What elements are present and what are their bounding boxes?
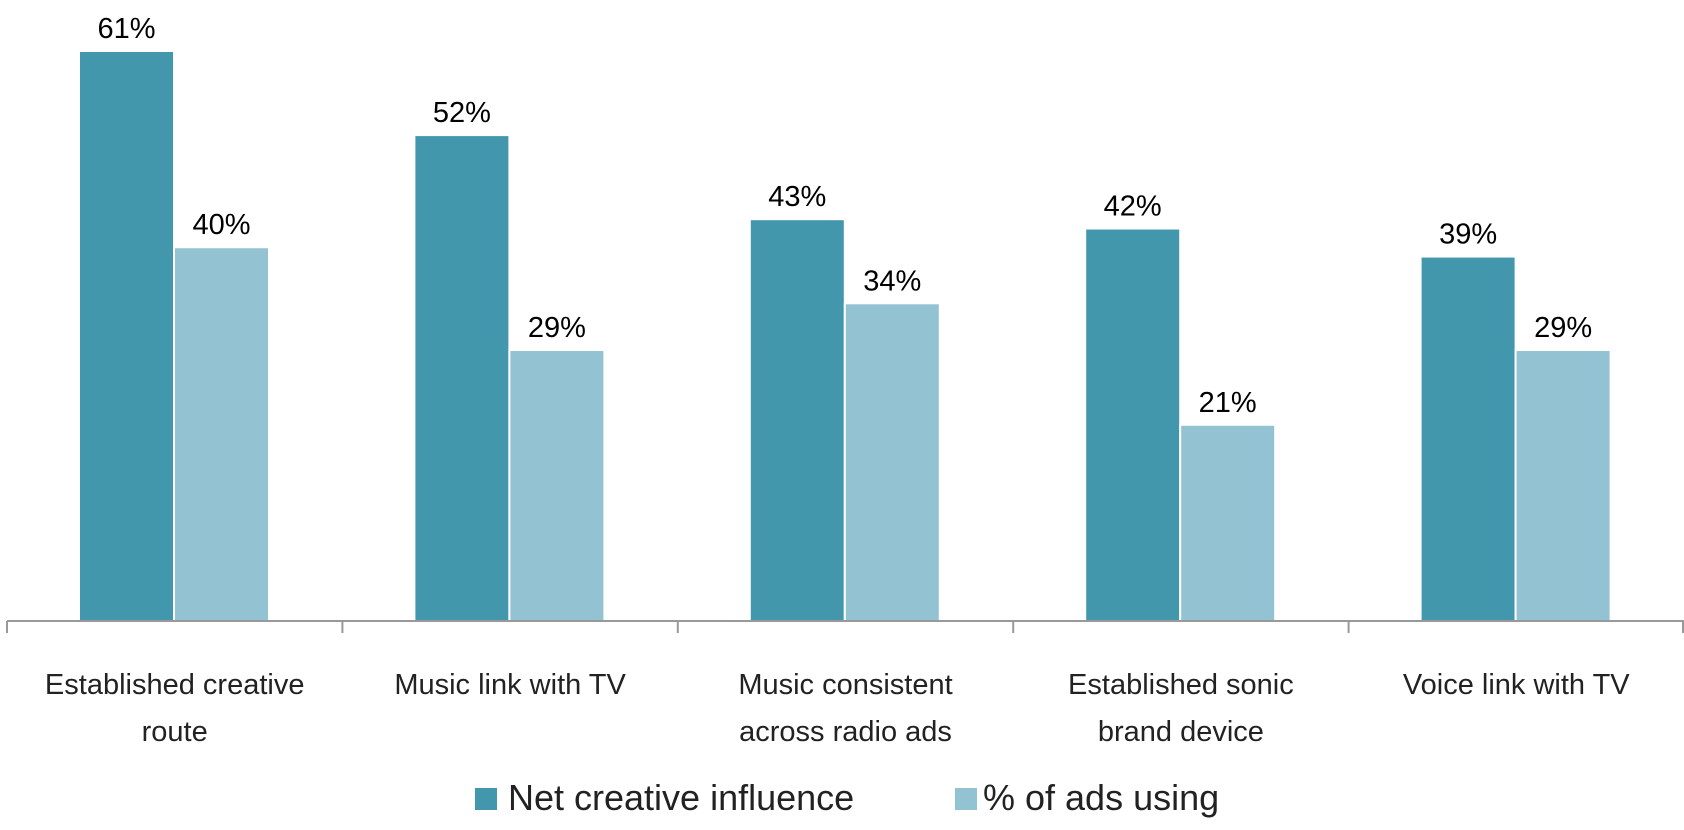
bar-net-creative-influence-4	[1419, 255, 1517, 622]
bar-net-creative-influence-1	[413, 134, 511, 622]
bar-net-creative-influence-2	[748, 218, 846, 622]
legend-label-1: % of ads using	[983, 777, 1219, 818]
data-label-1-3: 21%	[1199, 387, 1257, 419]
x-tick-label-2: Music consistent across radio ads	[738, 669, 952, 748]
data-label-0-1: 52%	[433, 97, 491, 129]
legend: Net creative influence % of ads using	[475, 777, 1219, 818]
bar-pct-ads-using-1	[508, 349, 606, 622]
x-axis	[6, 620, 1684, 633]
data-label-1-1: 29%	[528, 312, 586, 344]
data-label-1-0: 40%	[192, 209, 250, 241]
x-tick-label-3: Established sonic brand device	[1068, 669, 1294, 748]
legend-swatch-0	[475, 788, 497, 810]
x-tick-label-1: Music link with TV	[394, 669, 626, 701]
bar-pct-ads-using-4	[1514, 349, 1612, 622]
bar-net-creative-influence-0	[78, 50, 175, 622]
bar-net-creative-influence-3	[1084, 227, 1182, 622]
data-label-1-2: 34%	[863, 265, 921, 297]
legend-label-0: Net creative influence	[508, 777, 854, 818]
legend-swatch-1	[955, 788, 977, 810]
data-label-0-2: 43%	[768, 181, 826, 213]
data-label-0-0: 61%	[97, 13, 155, 45]
x-tick-label-4: Voice link with TV	[1403, 669, 1630, 701]
data-label-0-4: 39%	[1439, 219, 1497, 251]
data-labels: 61% 40% 52% 29% 43% 34% 42% 21% 39% 29%	[97, 13, 1592, 419]
bars-layer	[78, 50, 1612, 622]
bar-pct-ads-using-0	[173, 246, 270, 622]
data-label-0-3: 42%	[1104, 191, 1162, 223]
data-label-1-4: 29%	[1534, 312, 1592, 344]
x-tick-label-0: Established creative route	[45, 669, 305, 748]
bar-pct-ads-using-3	[1179, 423, 1277, 622]
bar-pct-ads-using-2	[843, 302, 941, 622]
x-tick-labels: Established creative route Music link with…	[45, 669, 1630, 748]
